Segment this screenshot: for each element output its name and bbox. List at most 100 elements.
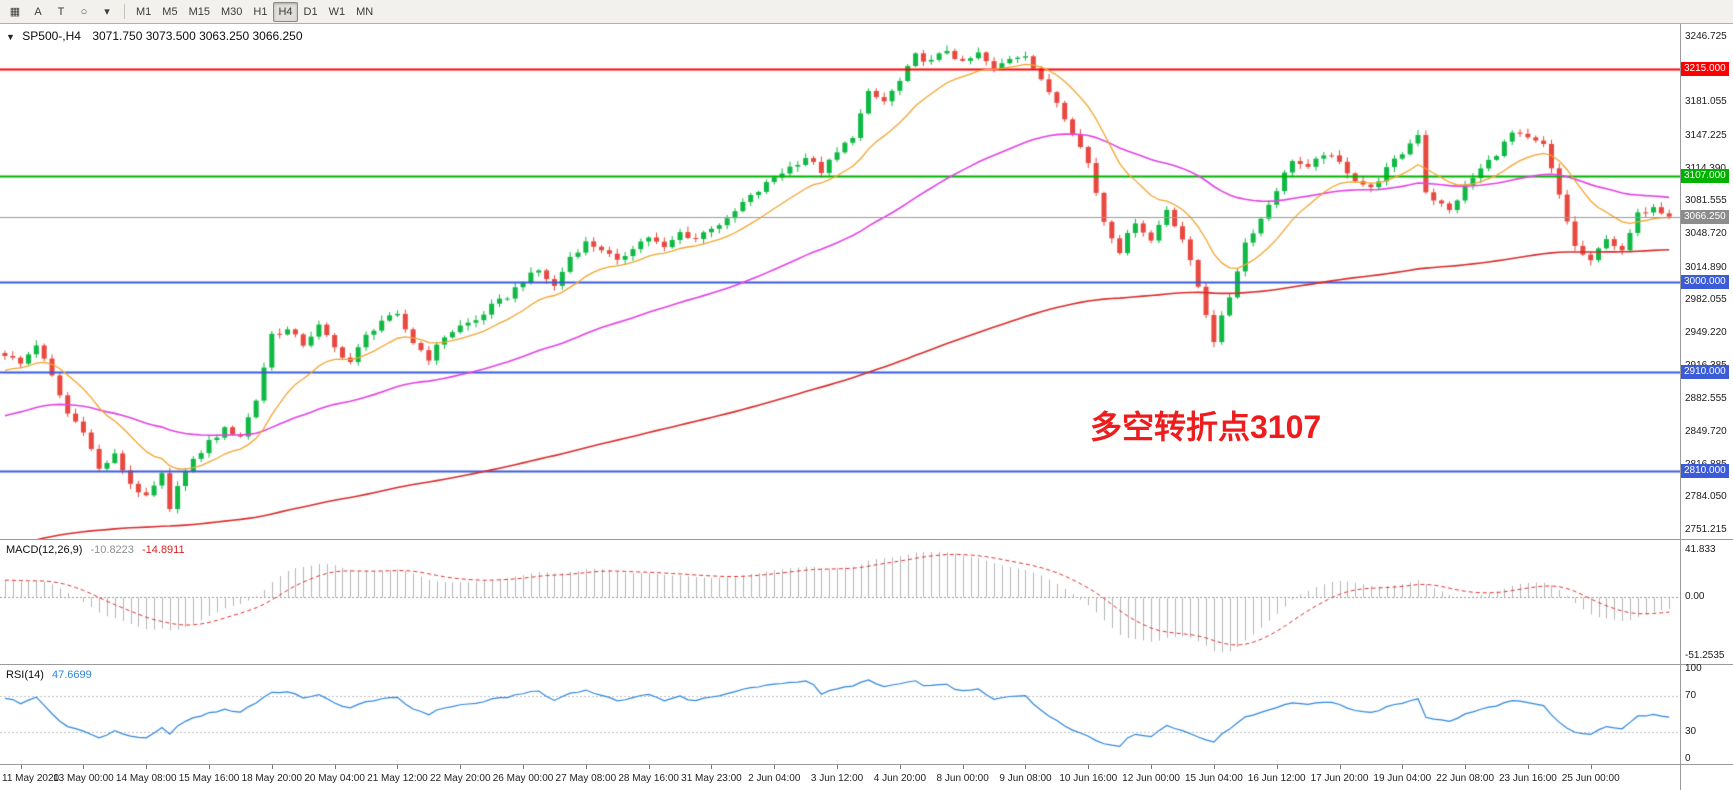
scale-tick-label: 2784.050 <box>1685 491 1727 503</box>
scale-tick-label: 0.00 <box>1685 591 1705 603</box>
candlestick-chart-canvas[interactable] <box>0 24 1680 539</box>
time-axis-tick <box>146 765 147 769</box>
time-axis-label: 12 Jun 00:00 <box>1122 773 1180 784</box>
timeframe-button-w1[interactable]: W1 <box>328 5 346 18</box>
time-axis-label: 19 Jun 04:00 <box>1373 773 1432 784</box>
text-a-tool-icon[interactable]: A <box>34 5 42 18</box>
time-axis-tick <box>963 765 964 769</box>
scale-tick-label: 3246.725 <box>1685 31 1727 43</box>
scale-tick-label: 2882.555 <box>1685 393 1727 405</box>
scale-tick-label: 3181.055 <box>1685 96 1727 108</box>
time-axis-tick <box>1528 765 1529 769</box>
new-chart-icon[interactable]: ▦ <box>9 6 21 18</box>
time-axis-label: 27 May 08:00 <box>555 773 617 784</box>
chart-ohlc-values: 3071.750 3073.500 3063.250 3066.250 <box>92 29 303 43</box>
timeframe-button-h4[interactable]: H4 <box>273 1 298 22</box>
time-axis-label: 18 May 20:00 <box>241 773 303 784</box>
hline-price-label: 2810.000 <box>1681 464 1729 479</box>
macd-main-value: -10.8223 <box>90 544 134 556</box>
time-axis-tick <box>335 765 336 769</box>
time-axis-tick <box>523 765 524 769</box>
macd-signal-value: -14.8911 <box>141 544 185 556</box>
scale-tick-label: 3081.555 <box>1685 195 1727 207</box>
macd-label: MACD(12,26,9) -10.8223 -14.8911 <box>6 544 190 556</box>
time-axis[interactable]: 11 May 2020 13 May 00:00 14 May 08:00 15 Ma… <box>0 764 1733 790</box>
time-axis-label: 22 May 20:00 <box>429 773 491 784</box>
scale-tick-label: 2949.220 <box>1685 326 1727 338</box>
chart-collapse-caret-icon[interactable]: ▼ <box>6 32 15 42</box>
time-axis-label: 2 Jun 04:00 <box>748 773 801 784</box>
time-axis-tick <box>1591 765 1592 769</box>
time-axis-label: 15 May 16:00 <box>178 773 240 784</box>
timeframe-button-m15[interactable]: M15 <box>188 5 210 18</box>
chart-symbol-timeframe: SP500-,H4 <box>22 29 81 43</box>
time-axis-label: 11 May 2020 <box>2 773 60 784</box>
scale-border-line <box>1680 24 1681 790</box>
time-axis-tick <box>1402 765 1403 769</box>
time-axis-label: 3 Jun 12:00 <box>810 773 864 784</box>
timeframe-button-m30[interactable]: M30 <box>220 5 243 18</box>
time-axis-label: 17 Jun 20:00 <box>1310 773 1369 784</box>
scale-tick-label: 30 <box>1685 726 1697 737</box>
scale-tick-label: 3014.890 <box>1685 261 1727 273</box>
time-axis-label: 23 Jun 16:00 <box>1498 773 1557 784</box>
time-axis-tick <box>711 765 712 769</box>
timeframe-button-m5[interactable]: M5 <box>162 5 178 18</box>
text-t-tool-icon[interactable]: T <box>57 5 65 18</box>
time-axis-label: 15 Jun 04:00 <box>1184 773 1243 784</box>
time-axis-tick <box>209 765 210 769</box>
timeframe-button-m1[interactable]: M1 <box>136 5 152 18</box>
shapes-dropdown-caret-icon[interactable]: ▾ <box>104 6 110 18</box>
time-axis-label: 10 Jun 16:00 <box>1059 773 1118 784</box>
scale-tick-label: 100 <box>1685 663 1702 674</box>
macd-canvas[interactable] <box>0 540 1680 665</box>
time-axis-tick <box>1088 765 1089 769</box>
time-axis-label: 22 Jun 08:00 <box>1436 773 1495 784</box>
hline-price-label: 3215.000 <box>1681 61 1729 76</box>
time-axis-label: 26 May 00:00 <box>492 773 554 784</box>
scale-tick-label: 41.833 <box>1685 543 1716 555</box>
time-axis-tick <box>900 765 901 769</box>
time-axis-tick <box>1277 765 1278 769</box>
rsi-canvas[interactable] <box>0 665 1680 765</box>
time-axis-tick <box>397 765 398 769</box>
time-axis-tick <box>586 765 587 769</box>
main-chart-panel: ▼ SP500-,H4 3071.750 3073.500 3063.250 3… <box>0 24 1733 539</box>
time-axis-tick <box>1340 765 1341 769</box>
time-axis-tick <box>774 765 775 769</box>
timeframe-button-d1[interactable]: D1 <box>303 5 318 18</box>
time-axis-tick <box>83 765 84 769</box>
timeframe-button-h1[interactable]: H1 <box>253 5 268 18</box>
shapes-tool-icon[interactable]: ○ <box>80 5 88 18</box>
time-axis-label: 25 Jun 00:00 <box>1561 773 1620 784</box>
rsi-scale[interactable]: 100 70 30 0 <box>1681 663 1733 764</box>
rsi-indicator-panel: RSI(14) 47.6699 100 70 30 0 <box>0 663 1733 765</box>
time-axis-tick <box>1465 765 1466 769</box>
time-axis-label: 8 Jun 00:00 <box>936 773 989 784</box>
chart-annotation-text[interactable]: 多空转折点3107 <box>1090 409 1322 445</box>
scale-tick-label: -51.2535 <box>1685 649 1725 661</box>
time-axis-tick <box>837 765 838 769</box>
hline-price-label: 3107.000 <box>1681 169 1729 184</box>
scale-tick-label: 0 <box>1685 753 1691 764</box>
time-axis-label: 31 May 23:00 <box>681 773 742 784</box>
rsi-name: RSI(14) <box>6 669 44 681</box>
time-axis-label: 13 May 00:00 <box>53 773 114 784</box>
toolbar: ▦ A T ○ ▾ M1 M5 M15 M30 H1 H4 D1 W1 MN <box>0 0 1733 24</box>
time-axis-tick <box>1214 765 1215 769</box>
time-axis-tick <box>1025 765 1026 769</box>
hline-price-label: 3000.000 <box>1681 275 1729 290</box>
scale-tick-label: 3114.390 <box>1685 163 1726 174</box>
time-axis-tick <box>649 765 650 769</box>
scale-tick-label: 2849.720 <box>1685 425 1727 437</box>
toolbar-separator <box>124 4 125 19</box>
scale-tick-label: 3147.225 <box>1685 130 1727 142</box>
time-axis-label: 14 May 08:00 <box>115 773 177 784</box>
timeframe-button-mn[interactable]: MN <box>356 5 374 18</box>
time-axis-tick <box>1151 765 1152 769</box>
current-price-label: 3066.250 <box>1681 209 1729 224</box>
time-axis-tick <box>460 765 461 769</box>
price-scale[interactable]: 3246.7253213.8903181.0553147.2253114.390… <box>1681 24 1733 539</box>
macd-scale[interactable]: 41.833 0.00 -51.2535 <box>1681 540 1733 664</box>
scale-tick-label: 2816.885 <box>1685 459 1727 470</box>
